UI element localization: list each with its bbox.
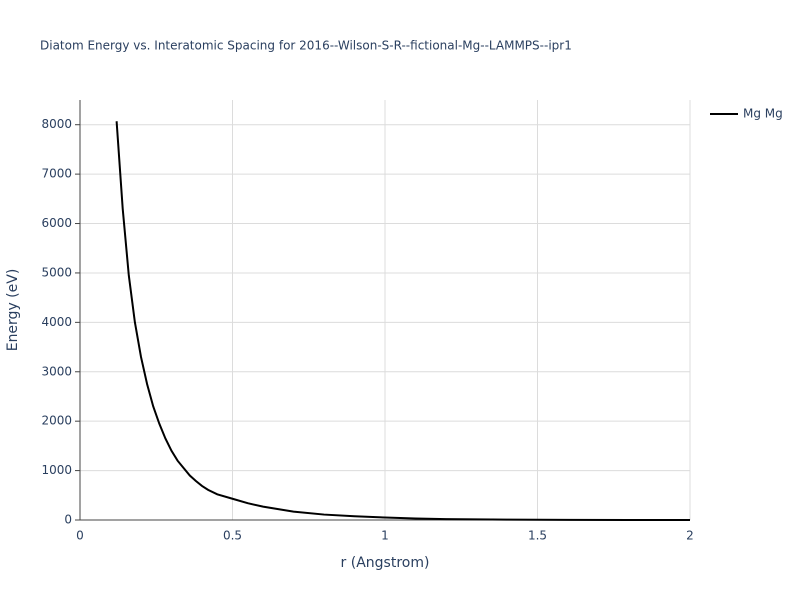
x-tick-label: 1 (381, 529, 389, 543)
y-tick-label: 0 (64, 513, 72, 527)
y-tick-label: 4000 (41, 315, 72, 329)
y-tick-label: 5000 (41, 265, 72, 279)
y-tick-label: 1000 (41, 463, 72, 477)
data-line (115, 121, 691, 521)
chart-title: Diatom Energy vs. Interatomic Spacing fo… (40, 39, 572, 53)
legend-label: Mg Mg (743, 107, 783, 121)
y-tick-label: 3000 (41, 364, 72, 378)
x-tick-label: 0.5 (223, 529, 242, 543)
y-tick-label: 8000 (41, 117, 72, 131)
y-tick-label: 2000 (41, 414, 72, 428)
x-tick-label: 2 (686, 529, 694, 543)
x-tick-label: 0 (76, 529, 84, 543)
x-axis-title: r (Angstrom) (341, 555, 430, 571)
x-tick-label: 1.5 (528, 529, 547, 543)
y-axis-title: Energy (eV) (5, 269, 21, 352)
y-tick-label: 7000 (41, 167, 72, 181)
y-tick-label: 6000 (41, 216, 72, 230)
